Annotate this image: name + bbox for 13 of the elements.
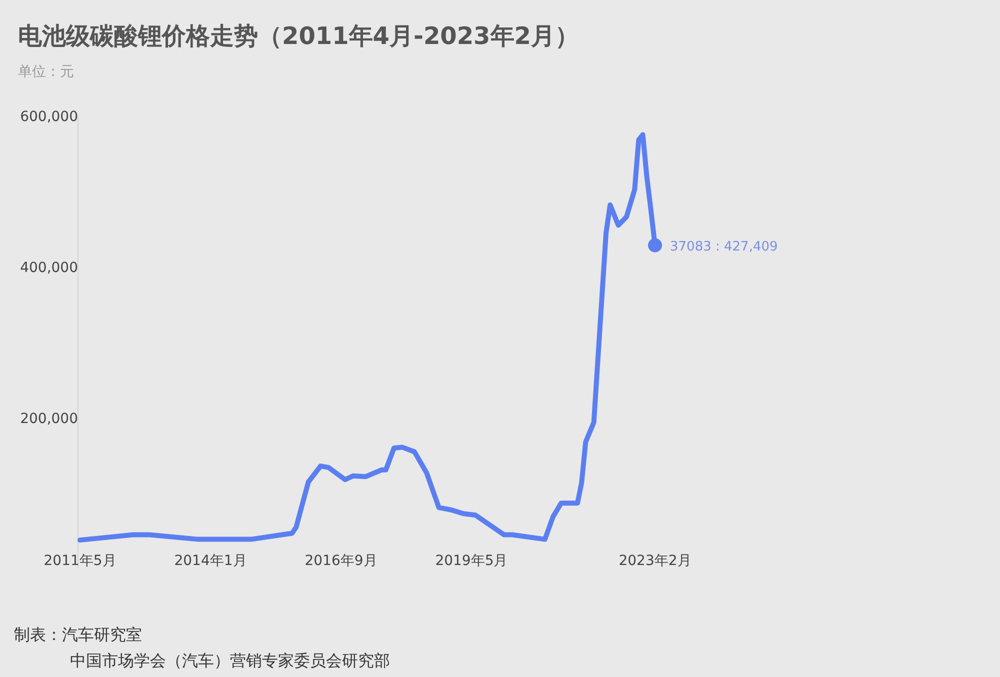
x-tick-label: 2019年5月 xyxy=(435,553,508,569)
y-tick-label: 400,000 xyxy=(20,260,78,276)
y-tick-label: 600,000 xyxy=(20,109,78,125)
x-tick-label: 2016年9月 xyxy=(304,553,378,569)
text: 制表：汽车研究室 xyxy=(14,625,142,644)
text: 中国市场学会（汽车）营销专家委员会研究部 xyxy=(70,651,390,670)
y-tick-label: 200,000 xyxy=(20,411,78,427)
x-tick-label: 2014年1月 xyxy=(174,553,247,569)
annotation: 37083 : 427,409 xyxy=(670,239,778,254)
chart-title: 电池级碳酸锂价格走势（2011年4月-2023年2月） xyxy=(18,22,579,50)
y-axis-title: 单位：元 xyxy=(18,64,74,80)
x-tick-label: 2011年5月 xyxy=(44,553,116,569)
x-tick-label: 2023年2月 xyxy=(618,553,692,569)
